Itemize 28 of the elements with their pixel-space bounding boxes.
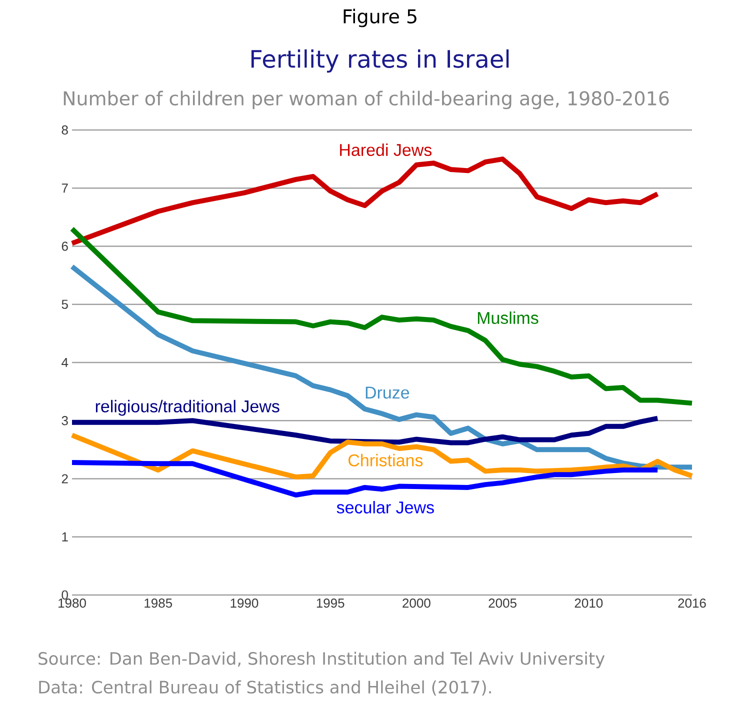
- series-label: religious/traditional Jews: [96, 400, 280, 416]
- x-tick-label: 1980: [58, 598, 86, 608]
- series-label: Haredi Jews: [340, 144, 432, 156]
- x-tick-label: 1985: [144, 598, 172, 608]
- x-tick-label: 2016: [678, 598, 706, 608]
- series-label: Christians: [348, 454, 423, 466]
- y-tick-label: 1: [62, 532, 68, 542]
- chart-subtitle: Number of children per woman of child-bearing age, 1980-2016: [64, 90, 669, 110]
- y-tick-label: 5: [62, 300, 68, 309]
- y-tick-label: 4: [62, 358, 68, 367]
- x-tick-label: 2010: [574, 598, 603, 608]
- series-label: Druze: [366, 386, 410, 399]
- y-tick-label: 2: [62, 474, 68, 484]
- y-tick-label: 3: [62, 416, 68, 426]
- x-tick-label: 2000: [402, 598, 430, 608]
- text: Data: Central Bureau of Statistics and Hleihel (2017).: [39, 680, 491, 696]
- y-tick-label: 8: [62, 125, 68, 135]
- x-tick-label: 2005: [488, 598, 516, 608]
- series-label: secular Jews: [336, 500, 434, 514]
- y-tick-label: 6: [62, 242, 68, 251]
- x-tick-label: 1995: [316, 598, 344, 608]
- caption: Figure 5: [344, 8, 416, 28]
- y-tick-label: 7: [62, 184, 68, 193]
- x-tick-label: 1990: [230, 598, 258, 608]
- chart-title: Fertility rates in Israel: [251, 49, 509, 73]
- source-note: Source: Dan Ben-David, Shoresh Institution and Tel Aviv University: [38, 652, 605, 668]
- y-tick-label: 0: [62, 590, 68, 600]
- series-label: Muslims: [478, 312, 538, 324]
